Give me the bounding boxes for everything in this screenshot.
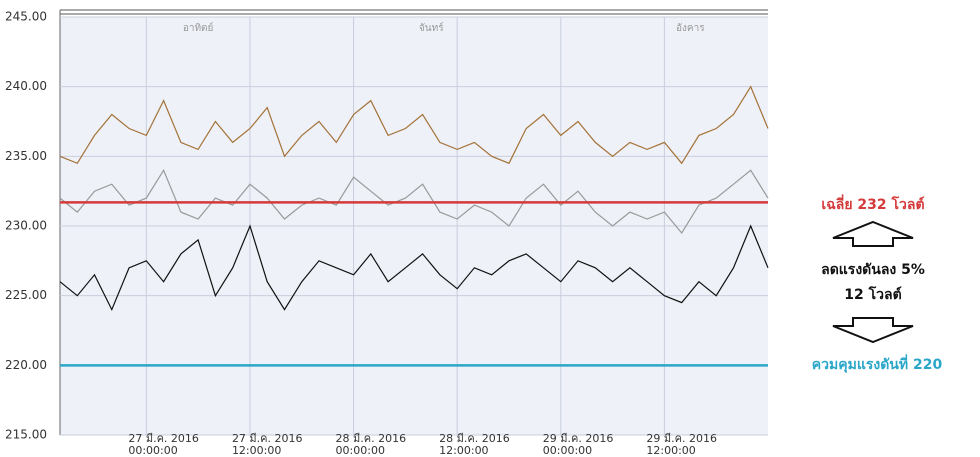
y-tick-label: 225.00 [5, 288, 47, 302]
down-arrow [833, 318, 913, 342]
x-tick-label: 00:00:00 [543, 444, 592, 457]
annotation: ควมคุมแรงดันที่ 220 [812, 354, 943, 373]
annotation: ลดแรงดันลง 5% [821, 262, 925, 278]
x-tick-label: 00:00:00 [128, 444, 177, 457]
annotation: 12 โวลต์ [844, 285, 901, 303]
y-tick-label: 240.00 [5, 79, 47, 93]
day-label: อาทิตย์ [183, 22, 214, 34]
y-tick-label: 245.00 [5, 10, 47, 24]
x-tick-label: 12:00:00 [439, 444, 488, 457]
x-tick-label: 00:00:00 [336, 444, 385, 457]
up-arrow [833, 222, 913, 246]
chart: เฉลี่ย 232 โวลต์ ลดแรงดันลง 5% 12 โวลต์ … [0, 0, 980, 457]
day-label: อังคาร [676, 23, 705, 34]
y-tick-label: 230.00 [5, 219, 47, 233]
x-tick-label: 12:00:00 [646, 444, 695, 457]
day-label: จันทร์ [419, 22, 444, 34]
x-tick-label: 12:00:00 [232, 444, 281, 457]
y-tick-label: 220.00 [5, 358, 47, 372]
annotation: เฉลี่ย 232 โวลต์ [821, 194, 924, 213]
y-tick-label: 215.00 [5, 428, 47, 442]
y-tick-label: 235.00 [5, 149, 47, 163]
